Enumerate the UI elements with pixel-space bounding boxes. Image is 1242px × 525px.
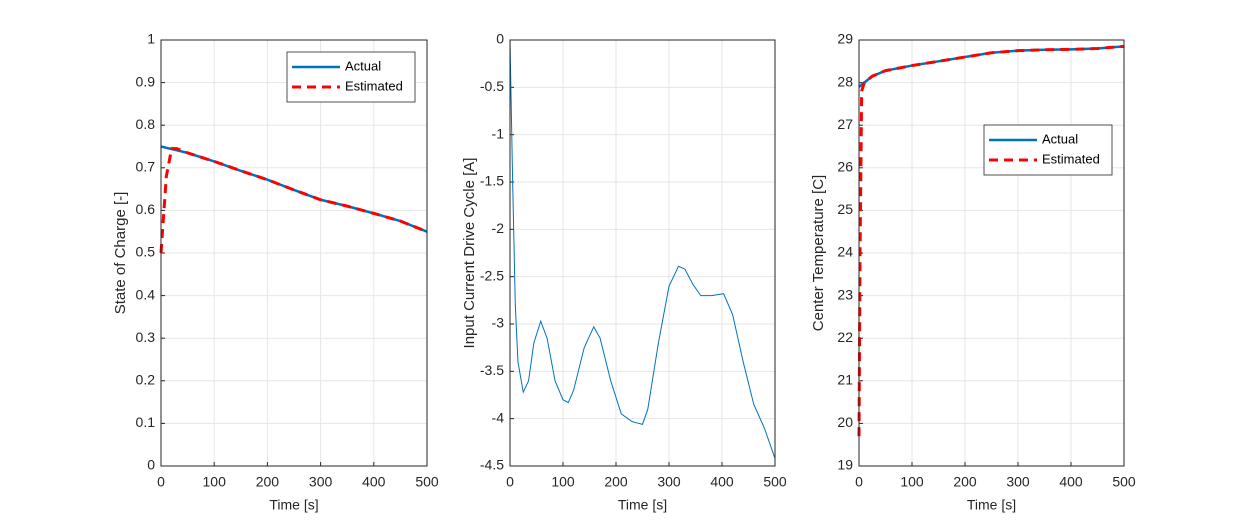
y-tick-label: -3.5 [480,362,504,378]
axes-box [858,39,1125,467]
legend: Actual Estimated [983,124,1113,176]
axes: 0 100 200 300 400 500 0 0.1 0.2 0.3 0.4 0.5 0.6 0.7 0.… [112,31,439,513]
x-tick-label: 200 [604,474,628,490]
y-tick-label: 24 [837,244,853,260]
x-tick-label: 400 [1059,474,1083,490]
x-tick-label: 200 [256,474,280,490]
y-tick-label: 0 [496,31,504,47]
y-tick-label: 0.2 [136,372,156,388]
x-axis-label: Time [s] [967,497,1016,513]
y-tick-label: -3 [492,315,505,331]
axes-box [160,39,428,467]
y-tick-label: 0 [147,457,155,473]
y-tick-label: 19 [837,457,853,473]
y-tick-label: -2.5 [480,267,504,283]
y-tick-label: 1 [147,31,155,47]
legend-box [983,124,1113,176]
legend-box [286,51,416,103]
y-axis-label: Center Temperature [C] [810,175,827,331]
y-tick-label: -1 [492,125,505,141]
y-tick-label: 27 [837,116,853,132]
data-line [857,44,1125,437]
y-tick-label: -2 [492,220,505,236]
y-tick-label: 25 [837,201,853,217]
plot-area [510,40,775,466]
y-tick-label: 20 [837,414,853,430]
y-tick-label: -0.5 [480,78,504,94]
legend-label: Estimated [1042,151,1100,166]
legend-label: Actual [1042,131,1078,146]
legend-label: Estimated [345,78,403,93]
legend-label: Actual [345,58,381,73]
y-tick-label: -4 [492,409,505,425]
y-tick-label: 21 [837,372,853,388]
x-tick-label: 300 [309,474,333,490]
data-line [159,147,428,254]
y-tick-label: 0.7 [136,159,156,175]
y-tick-label: 0.3 [136,329,156,345]
x-axis-label: Time [s] [618,497,667,513]
x-tick-label: 0 [506,474,514,490]
y-tick-label: 0.9 [136,73,156,89]
y-tick-label: 0.6 [136,201,156,217]
y-tick-label: 26 [837,159,853,175]
data-line [509,39,776,459]
axes: 0 100 200 300 400 500 19 20 21 22 23 24 25 26 27 28 29 Ti… [810,31,1136,513]
y-tick-label: 0.1 [136,414,156,430]
y-tick-label: 29 [837,31,853,47]
y-tick-label: -4.5 [480,457,504,473]
y-tick-label: -1.5 [480,173,504,189]
y-tick-label: 0.8 [136,116,156,132]
y-tick-label: 0.5 [136,244,156,260]
axes: 0 100 200 300 400 500 -4.5 -4 -3.5 -3 -2.5 -2 -1.5 -1… [461,31,787,513]
x-tick-label: 500 [415,474,439,490]
axes-box [509,39,776,467]
x-tick-label: 100 [900,474,924,490]
y-tick-label: 0.4 [136,286,156,302]
x-tick-label: 100 [203,474,227,490]
x-tick-label: 0 [157,474,165,490]
x-tick-label: 300 [657,474,681,490]
x-axis-label: Time [s] [269,497,318,513]
y-axis-label: State of Charge [-] [112,192,129,315]
y-tick-label: 28 [837,73,853,89]
x-tick-label: 500 [763,474,787,490]
y-axis-label: Input Current Drive Cycle [A] [461,158,478,349]
x-tick-label: 200 [953,474,977,490]
x-tick-label: 300 [1006,474,1030,490]
legend: Actual Estimated [286,51,416,103]
x-tick-label: 100 [551,474,575,490]
x-tick-label: 500 [1112,474,1136,490]
x-tick-label: 0 [855,474,863,490]
x-tick-label: 400 [362,474,386,490]
x-tick-label: 400 [710,474,734,490]
y-tick-label: 23 [837,286,853,302]
y-tick-label: 22 [837,329,853,345]
